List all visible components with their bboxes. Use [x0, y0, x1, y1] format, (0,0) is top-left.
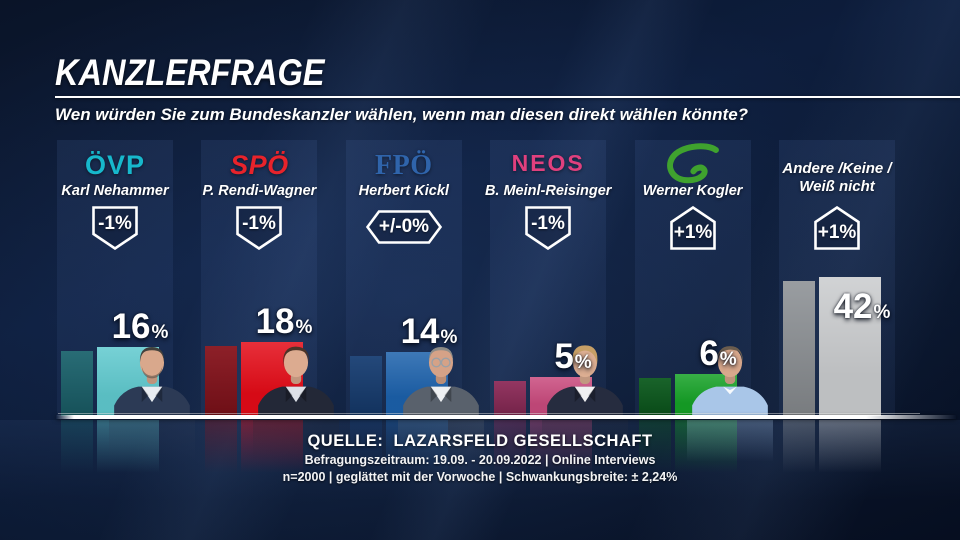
- avatar-reflection: [109, 420, 195, 466]
- change-value: +1%: [673, 221, 713, 243]
- bar-reflection: [494, 420, 592, 480]
- change-badge: -1%: [92, 206, 138, 250]
- bar-back: [205, 346, 237, 416]
- change-badge: -1%: [525, 206, 571, 250]
- survey-period: Befragungszeitraum: 19.09. - 20.09.2022 …: [304, 453, 656, 467]
- bar-back: [61, 351, 93, 416]
- candidate-avatar-spo: [253, 340, 339, 421]
- candidate-name: B. Meinl-Reisinger: [484, 183, 612, 199]
- bar-back: [639, 378, 671, 416]
- value-label: 18 %: [255, 301, 313, 341]
- avatar-reflection: [398, 420, 484, 466]
- page-title: KANZLERFRAGE: [55, 52, 325, 93]
- avatar-reflection: [253, 420, 339, 466]
- poll-question: Wen würden Sie zum Bundeskanzler wählen,…: [55, 105, 749, 124]
- source-label: QUELLE:: [307, 432, 384, 450]
- change-badge-up-icon: [814, 206, 860, 250]
- change-badge-down-icon: [92, 206, 138, 250]
- candidate-avatar-ovp: [109, 340, 195, 421]
- party-logo-spo: SPÖ: [230, 150, 289, 180]
- greens-g-icon: [666, 143, 719, 184]
- bar-back: [350, 356, 382, 416]
- baseline-highlight: [58, 413, 920, 414]
- other-category-label: Andere /Keine / Weiß nicht: [782, 160, 892, 195]
- change-badge-hexagon-icon: [366, 210, 442, 244]
- bar-back: [783, 281, 815, 416]
- bar-reflection: [350, 420, 448, 480]
- title-divider: [55, 96, 960, 98]
- survey-method: n=2000 | geglättet mit der Vorwoche | Sc…: [282, 470, 678, 484]
- candidate-avatar-neos: [542, 340, 628, 421]
- candidate-avatar-gruene: [687, 340, 773, 421]
- change-badge-down-icon: [236, 206, 282, 250]
- source-footer: QUELLE: LAZARSFELD GESELLSCHAFT Befragun…: [0, 432, 960, 485]
- source-name: LAZARSFELD GESELLSCHAFT: [393, 432, 653, 450]
- party-logo-fpo: FPÖ: [375, 150, 433, 181]
- bar-reflection: [639, 420, 737, 480]
- change-badge-down-icon: [525, 206, 571, 250]
- candidate-photo: [692, 346, 768, 416]
- avatar-reflection: [687, 420, 773, 466]
- value-label: 14 %: [400, 311, 458, 351]
- candidate-photo: [403, 347, 479, 416]
- chart-baseline: [56, 415, 956, 419]
- source-line: QUELLE: LAZARSFELD GESELLSCHAFT: [0, 432, 960, 451]
- candidate-photo: [258, 346, 334, 416]
- change-badge-up-icon: [670, 206, 716, 250]
- change-badge: +1%: [814, 206, 860, 250]
- party-logo-ovp: ÖVP: [84, 150, 146, 180]
- candidate-avatar-fpo: [398, 340, 484, 421]
- candidate-name: Karl Nehammer: [61, 183, 169, 199]
- value-label: 42 %: [833, 286, 891, 326]
- bar-reflection: [205, 420, 303, 480]
- candidate-name: Herbert Kickl: [358, 183, 449, 199]
- avatar-reflection: [542, 420, 628, 466]
- baseline-underglow: [0, 420, 960, 500]
- change-value: -1%: [98, 212, 132, 234]
- change-badge: +/-0%: [366, 210, 442, 244]
- party-logo-gruene: [654, 143, 732, 189]
- party-logo-neos: NEOS: [511, 150, 585, 176]
- change-value: +1%: [817, 221, 857, 243]
- candidate-photo: [114, 347, 190, 416]
- value-label: 5 %: [554, 336, 592, 376]
- change-badge: -1%: [236, 206, 282, 250]
- value-label: 16 %: [111, 306, 169, 346]
- change-badge: +1%: [670, 206, 716, 250]
- change-value: -1%: [531, 212, 565, 234]
- candidate-name: P. Rendi-Wagner: [202, 183, 317, 199]
- candidate-photo: [547, 345, 623, 416]
- bar-back: [494, 381, 526, 416]
- candidate-name: Werner Kogler: [642, 183, 743, 199]
- change-value: -1%: [242, 212, 276, 234]
- bar-reflection: [61, 420, 159, 480]
- value-label: 6 %: [699, 333, 737, 373]
- bar-reflection: [783, 420, 881, 480]
- bar-front: [819, 277, 881, 416]
- change-value: +/-0%: [378, 216, 430, 237]
